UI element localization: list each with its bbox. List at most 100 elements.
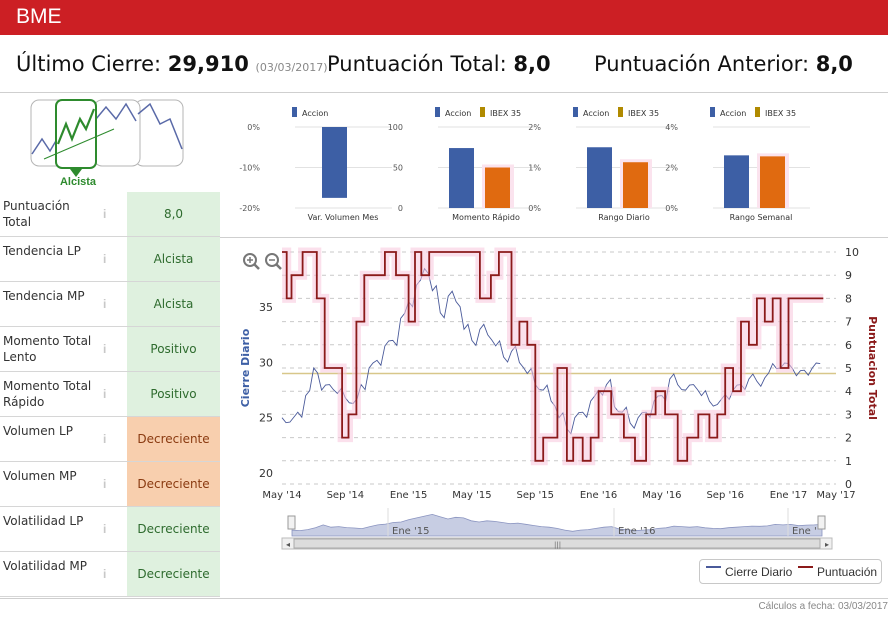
indicator-row: Tendencia LP i Alcista (0, 237, 220, 282)
legend-label: IBEX 35 (628, 109, 659, 118)
x-tick-label: Ene '16 (580, 490, 617, 501)
chart-legend[interactable]: Cierre Diario Puntuación (699, 559, 882, 584)
zoom-out-icon-ring (265, 253, 279, 267)
mini-bar-charts: 0% -10% -20% Accion Var. Volumen Mes 100 50 0 Ac… (239, 107, 810, 222)
indicator-label: Momento Total Rápido (3, 379, 92, 409)
zoom-out-icon-handle (275, 263, 282, 270)
navigator-label: Ene '16 (618, 526, 655, 537)
info-icon[interactable]: i (103, 432, 107, 446)
indicator-value: Decreciente (127, 507, 220, 551)
mini-chart-title: Momento Rápido (452, 213, 520, 222)
series-line-price (281, 267, 821, 435)
y2-tick-label: 4 (845, 385, 852, 398)
trend-badge-label: Alcista (59, 176, 97, 188)
navigator-handle-right[interactable] (817, 515, 826, 530)
info-icon[interactable]: i (103, 342, 107, 356)
y2-axis-title: Puntuacion Total (866, 316, 879, 420)
last-close-date: (03/03/2017) (255, 61, 328, 74)
info-icon[interactable]: i (103, 252, 107, 266)
divider (220, 237, 888, 238)
indicator-value: Decreciente (127, 417, 220, 461)
indicator-row: Volatilidad LP i Decreciente (0, 507, 220, 552)
info-icon[interactable]: i (103, 207, 107, 221)
indicator-value: 8,0 (127, 192, 220, 236)
total-score-label: Puntuación Total: (327, 52, 507, 76)
indicator-table: Puntuación Total i 8,0 Tendencia LP i Al… (0, 192, 220, 597)
y-tick-label: 2% (528, 123, 541, 132)
total-score: Puntuación Total: 8,0 (327, 52, 551, 76)
indicator-label: Volumen MP (3, 469, 77, 483)
x-tick-label: Sep '16 (706, 490, 744, 501)
legend-swatch (480, 107, 485, 117)
ticker-symbol: BME (16, 5, 62, 28)
y2-tick-label: 5 (845, 362, 852, 375)
y2-tick-label: 2 (845, 432, 852, 445)
legend-item-price[interactable]: Cierre Diario (725, 565, 793, 579)
mini-chart-title: Var. Volumen Mes (308, 213, 379, 222)
series-line-score (282, 251, 824, 462)
y-axis-title: Cierre Diario (239, 328, 252, 407)
info-icon[interactable]: i (103, 297, 107, 311)
y-tick-label: 1% (528, 164, 541, 173)
y2-tick-label: 7 (845, 316, 852, 329)
bar (485, 167, 510, 208)
scrollbar[interactable]: ◂ ▸ ||| (281, 537, 833, 550)
mini-chart-title: Rango Semanal (730, 213, 793, 222)
trend-thumbnails-icon (30, 99, 184, 177)
indicator-value: Positivo (127, 372, 220, 416)
legend-swatch (573, 107, 578, 117)
calc-date: Cálculos a fecha: 03/03/2017 (758, 601, 888, 612)
indicator-row: Tendencia MP i Alcista (0, 282, 220, 327)
indicator-label: Momento Total Lento (3, 334, 92, 364)
x-tick-label: May '16 (642, 490, 681, 501)
info-icon[interactable]: i (103, 477, 107, 491)
price-score-chart: 0 1 2 3 4 5 6 7 8 9 10 35 30 25 20 May '14 Sep '14 Ene '1… (239, 246, 879, 550)
last-close-label: Último Cierre: (16, 52, 162, 76)
y-tick-label: -10% (239, 164, 260, 173)
range-navigator[interactable]: Ene '15 Ene '16 Ene ' (287, 508, 826, 537)
indicator-label: Tendencia LP (3, 244, 81, 258)
x-tick-label: May '15 (452, 490, 491, 501)
scroll-right-icon: ▸ (825, 540, 829, 549)
indicator-label: Volumen LP (3, 424, 73, 438)
y-tick-label: 0% (528, 204, 541, 213)
y-tick-label: 0 (398, 204, 403, 213)
indicator-value: Alcista (127, 282, 220, 326)
legend-swatch-score (798, 566, 813, 568)
y2-tick-label: 6 (845, 339, 852, 352)
navigator-handle-left[interactable] (287, 515, 296, 530)
bar (724, 155, 749, 208)
info-icon[interactable]: i (103, 567, 107, 581)
bar (623, 162, 648, 208)
zoom-in-icon[interactable] (243, 253, 260, 270)
bar (760, 156, 785, 208)
legend-label: Accion (583, 109, 609, 118)
scrollbar-thumb (293, 538, 821, 549)
x-tick-label: Sep '14 (327, 490, 365, 501)
y-tick-label: 30 (259, 356, 273, 369)
indicator-row: Momento Total Rápido i Positivo (0, 372, 220, 417)
y-tick-label: 50 (393, 164, 403, 173)
divider (0, 92, 888, 93)
scroll-left-icon: ◂ (286, 540, 290, 549)
indicator-value: Positivo (127, 327, 220, 371)
legend-label: Accion (445, 109, 471, 118)
zoom-in-icon-ring (243, 253, 257, 267)
legend-item-score[interactable]: Puntuación (817, 565, 878, 579)
legend-swatch-price (706, 566, 721, 568)
info-icon[interactable]: i (103, 522, 107, 536)
indicator-value: Alcista (127, 237, 220, 281)
zoom-out-icon[interactable] (265, 253, 282, 270)
indicator-label: Volatilidad MP (3, 559, 88, 573)
y-tick-label: 100 (388, 123, 403, 132)
summary-bar: Último Cierre: 29,910 (03/03/2017) Puntu… (0, 48, 888, 84)
indicator-row: Volumen MP i Decreciente (0, 462, 220, 507)
indicator-label: Volatilidad LP (3, 514, 84, 528)
indicator-row: Volumen LP i Decreciente (0, 417, 220, 462)
previous-score-value: 8,0 (815, 52, 853, 76)
y-tick-label: 2% (665, 164, 678, 173)
info-icon[interactable]: i (103, 387, 107, 401)
indicator-label: Puntuación Total (3, 199, 70, 229)
y-tick-label: 4% (665, 123, 678, 132)
navigator-label: Ene ' (792, 526, 817, 537)
